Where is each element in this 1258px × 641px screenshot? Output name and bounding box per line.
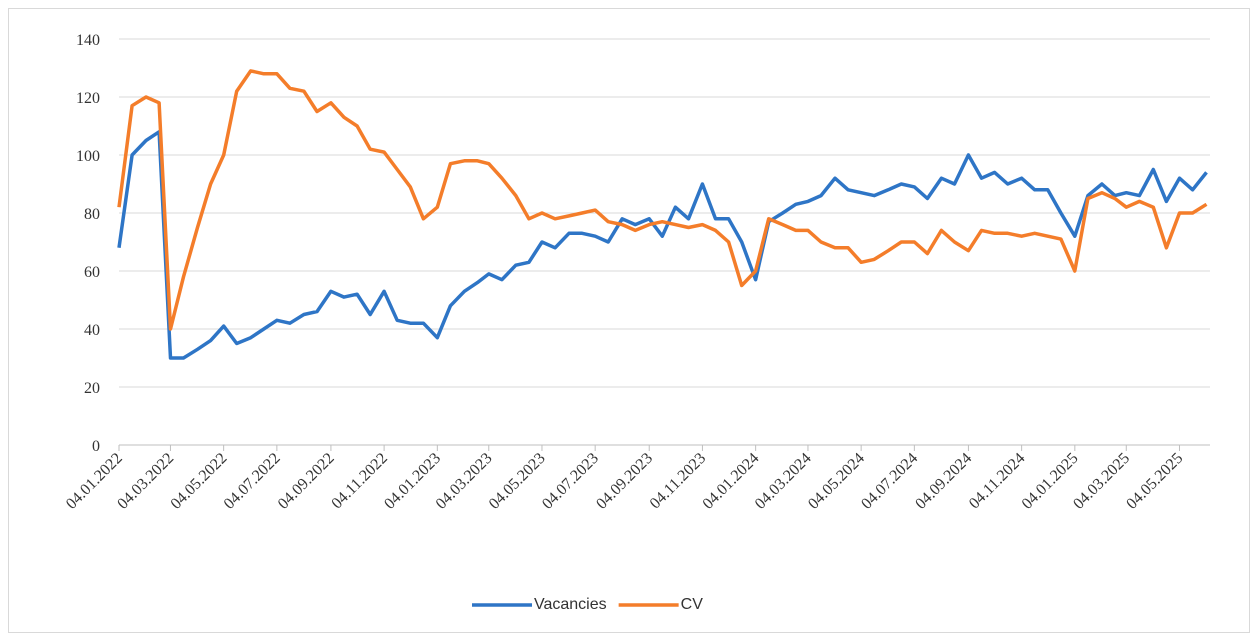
series-line xyxy=(117,69,1208,331)
chart-frame xyxy=(8,8,1250,633)
y-tick-label: 140 xyxy=(76,32,100,49)
y-tick-label: 80 xyxy=(84,206,100,223)
y-tick-label: 60 xyxy=(84,264,100,281)
y-tick-label: 100 xyxy=(76,148,100,165)
legend-label: CV xyxy=(681,596,704,613)
legend-label: Vacancies xyxy=(534,596,607,613)
y-tick-label: 0 xyxy=(92,438,100,455)
series-line xyxy=(117,130,1208,360)
y-tick-label: 120 xyxy=(76,90,100,107)
y-tick-label: 40 xyxy=(84,322,100,339)
y-tick-label: 20 xyxy=(84,380,100,397)
